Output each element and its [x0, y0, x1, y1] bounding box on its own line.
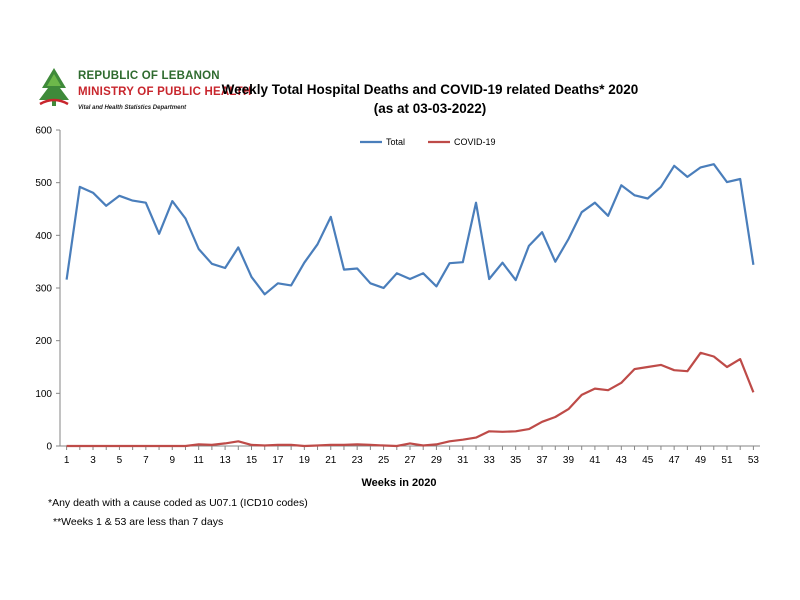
x-tick-label: 47	[669, 455, 681, 466]
y-tick-label: 400	[35, 231, 52, 242]
footnote-weeks: **Weeks 1 & 53 are less than 7 days	[53, 516, 224, 528]
y-axis: 0 100 200 300 400 500 600	[35, 126, 61, 453]
ministry-logo: REPUBLIC OF LEBANON MINISTRY OF PUBLIC H…	[34, 66, 251, 122]
chart-title-block: Weekly Total Hospital Deaths and COVID-1…	[200, 80, 660, 118]
series-group	[65, 163, 755, 448]
x-tick-label: 11	[193, 455, 204, 466]
x-axis-title: Weeks in 2020	[361, 477, 436, 489]
y-tick-label: 100	[35, 389, 52, 400]
series-line-total	[65, 163, 755, 296]
x-tick-label: 21	[325, 455, 337, 466]
y-tick-label: 0	[46, 442, 52, 453]
x-tick-label: 37	[537, 455, 549, 466]
x-tick-label: 13	[220, 455, 232, 466]
x-tick-label: 19	[299, 455, 311, 466]
series-line-covid-19	[66, 351, 755, 448]
chart-subtitle: (as at 03-03-2022)	[373, 101, 487, 116]
x-axis: 1 3 5 7 9 11 13 15 17 19 21 23 25 27 29 31 33 35 37 39 41 43 4…	[60, 445, 760, 466]
x-tick-label: 9	[169, 455, 175, 466]
legend-label-covid-19: COVID-19	[454, 137, 496, 147]
x-tick-label: 35	[510, 455, 522, 466]
x-tick-label: 25	[378, 455, 390, 466]
x-tick-label: 15	[246, 455, 258, 466]
x-tick-label: 1	[64, 455, 70, 466]
x-tick-label: 39	[563, 455, 575, 466]
x-tick-label: 45	[642, 455, 654, 466]
lebanon-cedar-emblem-icon	[39, 68, 69, 106]
x-tick-label: 53	[748, 455, 760, 466]
logo-line-republic: REPUBLIC OF LEBANON	[78, 70, 220, 82]
x-tick-label: 17	[272, 455, 284, 466]
chart-title: Weekly Total Hospital Deaths and COVID-1…	[221, 82, 639, 97]
footnote-icd10: *Any death with a cause coded as U07.1 (…	[48, 497, 308, 509]
x-tick-label: 23	[352, 455, 364, 466]
y-tick-label: 300	[35, 284, 52, 295]
logo-line-department: Vital and Health Statistics Department	[78, 105, 187, 111]
x-tick-label: 41	[589, 455, 601, 466]
x-tick-label: 5	[117, 455, 123, 466]
x-tick-label: 33	[484, 455, 496, 466]
logo-line-ministry: MINISTRY OF PUBLIC HEALTH	[78, 86, 252, 98]
x-tick-label: 3	[90, 455, 96, 466]
legend-label-total: Total	[386, 137, 405, 147]
y-tick-label: 600	[35, 126, 52, 137]
x-tick-label: 29	[431, 455, 443, 466]
y-tick-label: 200	[35, 336, 52, 347]
legend: Total COVID-19	[360, 137, 496, 147]
x-tick-label: 49	[695, 455, 707, 466]
x-tick-label: 43	[616, 455, 628, 466]
x-tick-label: 27	[404, 455, 416, 466]
y-tick-label: 500	[35, 178, 52, 189]
x-tick-label: 31	[457, 455, 469, 466]
x-tick-label: 7	[143, 455, 149, 466]
x-tick-label: 51	[721, 455, 733, 466]
